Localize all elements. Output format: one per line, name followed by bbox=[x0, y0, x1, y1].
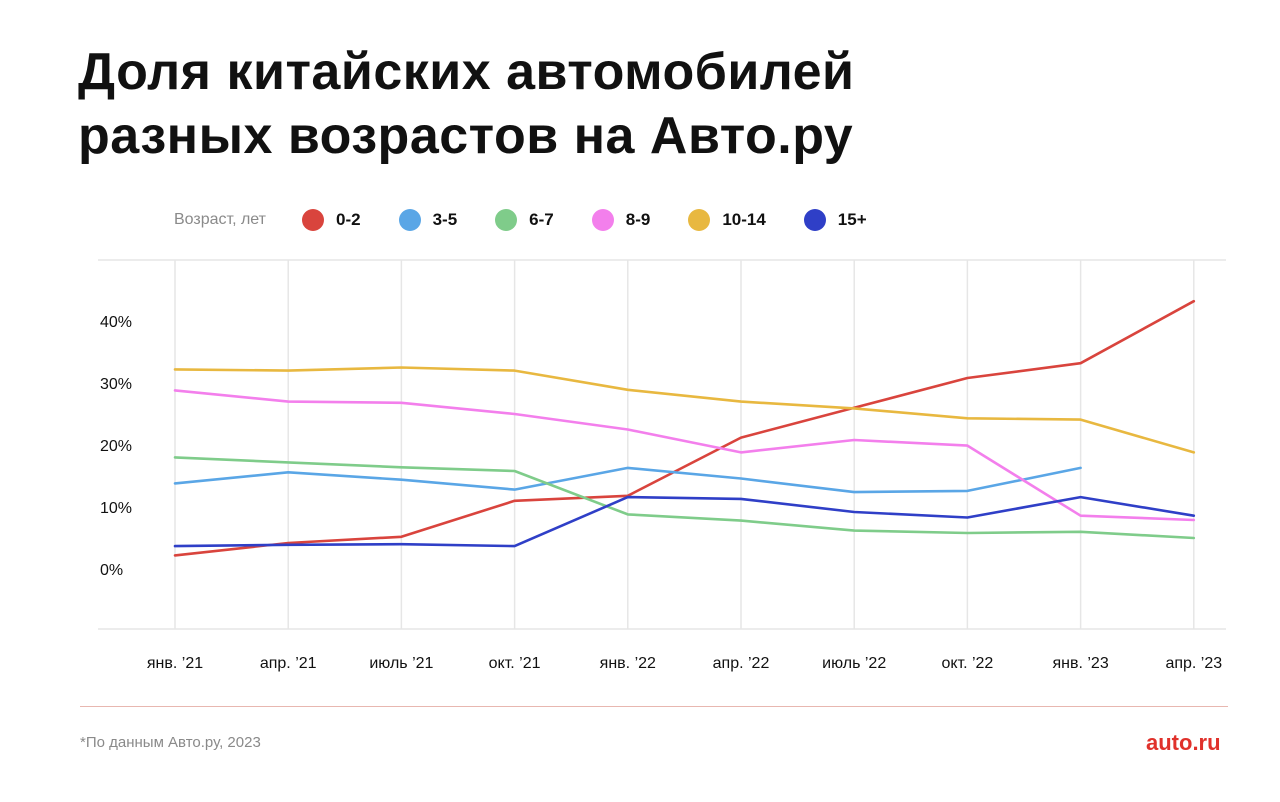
brand-logo: auto.ru bbox=[1146, 730, 1221, 755]
x-tick-label: июль ’22 bbox=[822, 655, 886, 672]
legend-swatch-3-5 bbox=[398, 209, 421, 231]
y-tick-label: 20% bbox=[100, 438, 132, 455]
legend-label-0-2: 0-2 bbox=[336, 210, 361, 229]
y-tick-label: 40% bbox=[100, 314, 132, 331]
x-tick-label: окт. ’21 bbox=[489, 655, 541, 672]
series-line-0-2 bbox=[173, 299, 1196, 557]
legend-item-8-9: 8-9 bbox=[591, 209, 651, 231]
source-footnote: *По данным Авто.ру, 2023 bbox=[80, 734, 261, 751]
y-tick-label: 0% bbox=[100, 562, 123, 579]
x-tick-label: янв. ’22 bbox=[600, 655, 656, 672]
x-tick-label: апр. ’23 bbox=[1165, 655, 1222, 672]
legend-item-3-5: 3-5 bbox=[398, 209, 458, 231]
x-tick-label: апр. ’22 bbox=[713, 655, 770, 672]
legend-label-3-5: 3-5 bbox=[432, 210, 458, 229]
footer-divider bbox=[80, 706, 1228, 707]
chart-title-line-2: разных возрастов на Авто.ру bbox=[78, 107, 854, 165]
legend-swatch-0-2 bbox=[302, 209, 324, 231]
series-line-6-7 bbox=[173, 456, 1196, 540]
x-tick-label: апр. ’21 bbox=[260, 655, 317, 672]
legend-item-15-plus: 15+ bbox=[803, 209, 867, 231]
legend-item-6-7: 6-7 bbox=[495, 209, 554, 231]
x-tick-label: янв. ’21 bbox=[147, 655, 203, 672]
legend-label-15-plus: 15+ bbox=[837, 210, 867, 229]
legend-swatch-6-7 bbox=[495, 209, 518, 231]
legend-swatch-15-plus bbox=[803, 209, 826, 231]
legend-label-10-14: 10-14 bbox=[722, 210, 766, 229]
legend-label-6-7: 6-7 bbox=[529, 210, 554, 229]
legend-swatch-8-9 bbox=[591, 209, 614, 231]
legend-caption: Возраст, лет bbox=[174, 211, 266, 228]
x-tick-label: янв. ’23 bbox=[1052, 655, 1108, 672]
legend-item-10-14: 10-14 bbox=[688, 209, 766, 231]
y-tick-label: 30% bbox=[100, 376, 132, 393]
legend-swatch-10-14 bbox=[688, 209, 711, 231]
legend-item-0-2: 0-2 bbox=[302, 209, 361, 231]
legend: Возраст, лет 0-2 3-5 6-7 8-9 10-14 15+ bbox=[174, 204, 905, 236]
y-tick-label: 10% bbox=[100, 500, 132, 517]
x-tick-label: окт. ’22 bbox=[941, 655, 993, 672]
series-line-8-9 bbox=[173, 389, 1196, 522]
legend-label-8-9: 8-9 bbox=[625, 210, 651, 229]
chart-title-line-1: Доля китайских автомобилей bbox=[78, 43, 855, 101]
series-line-15-plus bbox=[173, 495, 1196, 548]
chart-title: Доля китайских автомобилей разных возрас… bbox=[78, 40, 978, 168]
x-tick-label: июль ’21 bbox=[369, 655, 433, 672]
series-line-10-14 bbox=[173, 366, 1196, 454]
series-line-3-5 bbox=[173, 466, 1082, 494]
